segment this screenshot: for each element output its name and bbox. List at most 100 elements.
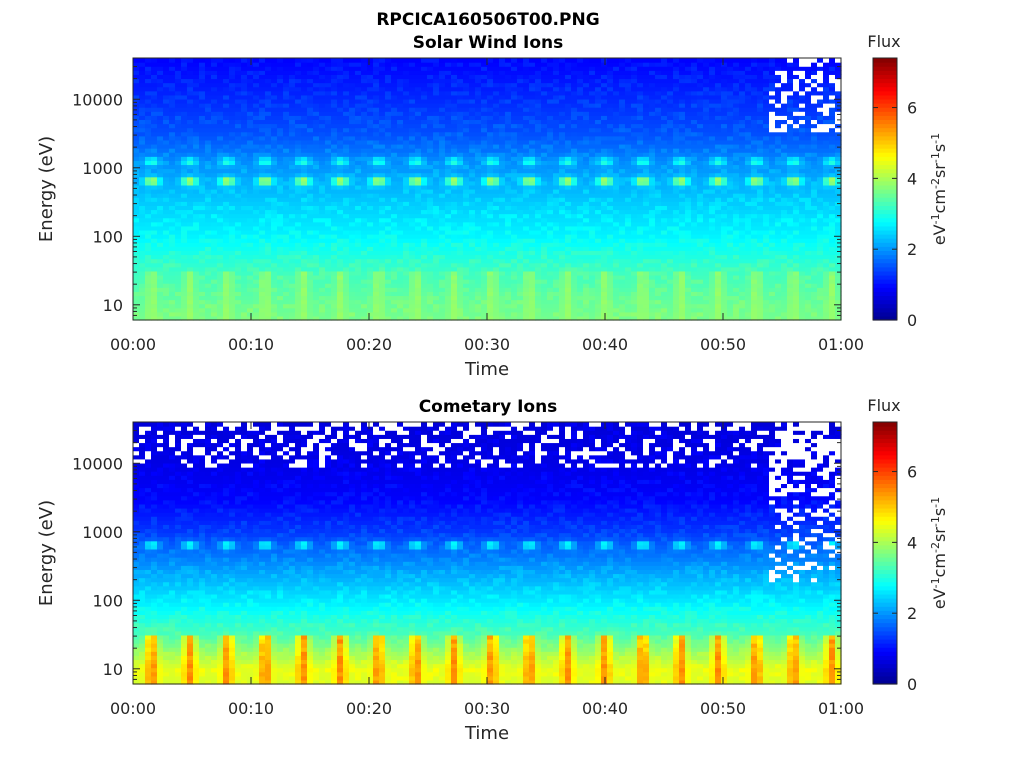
heatmap-cell <box>433 250 440 256</box>
heatmap-cell <box>469 123 476 129</box>
heatmap-cell <box>439 299 446 305</box>
heatmap-cell <box>469 78 476 84</box>
heatmap-cell <box>457 180 464 186</box>
heatmap-cell <box>379 291 386 297</box>
heatmap-cell <box>559 131 566 137</box>
heatmap-cell <box>265 98 272 104</box>
heatmap-cell <box>553 58 560 63</box>
heatmap-cell <box>535 86 542 92</box>
heatmap-cell <box>457 143 464 149</box>
heatmap-cell <box>313 164 320 170</box>
heatmap-cell <box>367 234 374 239</box>
heatmap-cell <box>523 115 530 120</box>
heatmap-cell <box>307 94 314 100</box>
heatmap-cell <box>421 238 428 243</box>
heatmap-cell <box>565 270 572 276</box>
heatmap-cell <box>187 201 194 206</box>
heatmap-cell <box>337 311 344 317</box>
heatmap-cell <box>307 115 314 120</box>
heatmap-cell <box>583 201 590 206</box>
heatmap-cell <box>247 287 254 292</box>
heatmap-cell <box>337 160 344 166</box>
heatmap-cell <box>157 189 164 194</box>
heatmap-cell <box>547 205 554 211</box>
heatmap-cell <box>277 242 284 247</box>
heatmap-cell <box>589 250 596 256</box>
heatmap-cell <box>439 221 446 227</box>
heatmap-cell <box>535 213 542 219</box>
heatmap-cell <box>313 189 320 194</box>
heatmap-cell <box>133 225 140 231</box>
heatmap-cell <box>223 246 230 251</box>
heatmap-cell <box>325 311 332 317</box>
heatmap-cell <box>589 66 596 71</box>
heatmap-cell <box>319 152 326 157</box>
heatmap-cell <box>247 103 254 108</box>
heatmap-cell <box>169 217 176 223</box>
heatmap-cell <box>211 82 218 88</box>
heatmap-cell <box>361 70 368 75</box>
heatmap-cell <box>247 139 254 145</box>
heatmap-cell <box>589 311 596 317</box>
heatmap-cell <box>403 82 410 88</box>
heatmap-cell <box>229 266 236 272</box>
heatmap-cell <box>199 189 206 194</box>
heatmap-cell <box>241 209 248 215</box>
heatmap-cell <box>577 58 584 63</box>
heatmap-cell <box>253 279 260 284</box>
heatmap-cell <box>361 315 368 321</box>
heatmap-cell <box>469 197 476 202</box>
heatmap-cell <box>415 180 422 186</box>
heatmap-cell <box>391 139 398 145</box>
heatmap-cell <box>571 197 578 202</box>
heatmap-cell <box>547 209 554 215</box>
heatmap-cell <box>475 86 482 92</box>
heatmap-cell <box>289 148 296 153</box>
heatmap-cell <box>343 184 350 190</box>
heatmap-cell <box>187 242 194 247</box>
heatmap-cell <box>163 189 170 194</box>
heatmap-cell <box>559 291 566 297</box>
heatmap-cell <box>541 180 548 186</box>
heatmap-cell <box>169 156 176 161</box>
heatmap-cell <box>217 119 224 125</box>
heatmap-cell <box>433 66 440 71</box>
heatmap-cell <box>169 246 176 251</box>
heatmap-cell <box>199 229 206 235</box>
heatmap-cell <box>361 238 368 243</box>
heatmap-cell <box>595 172 602 178</box>
heatmap-cell <box>133 103 140 108</box>
heatmap-cell <box>463 127 470 133</box>
heatmap-cell <box>133 139 140 145</box>
heatmap-cell <box>301 172 308 178</box>
heatmap-cell <box>277 246 284 251</box>
heatmap-cell <box>355 74 362 80</box>
heatmap-cell <box>349 131 356 137</box>
heatmap-cell <box>571 262 578 268</box>
heatmap-cell <box>139 242 146 247</box>
heatmap-cell <box>421 197 428 202</box>
heatmap-cell <box>583 197 590 202</box>
heatmap-cell <box>571 311 578 317</box>
heatmap-cell <box>451 242 458 247</box>
heatmap-cell <box>385 143 392 149</box>
heatmap-cell <box>175 152 182 157</box>
heatmap-cell <box>463 242 470 247</box>
heatmap-cell <box>385 287 392 292</box>
heatmap-cell <box>487 143 494 149</box>
heatmap-cell <box>277 160 284 166</box>
heatmap-cell <box>487 164 494 170</box>
heatmap-cell <box>151 74 158 80</box>
heatmap-cell <box>343 287 350 292</box>
heatmap-cell <box>391 250 398 256</box>
heatmap-cell <box>187 221 194 227</box>
heatmap-cell <box>229 193 236 198</box>
heatmap-cell <box>307 90 314 96</box>
heatmap-cell <box>253 270 260 276</box>
heatmap-cell <box>445 168 452 174</box>
heatmap-cell <box>307 266 314 272</box>
heatmap-cell <box>595 90 602 96</box>
heatmap-cell <box>139 107 146 112</box>
heatmap-cell <box>157 238 164 243</box>
heatmap-cell <box>427 217 434 223</box>
